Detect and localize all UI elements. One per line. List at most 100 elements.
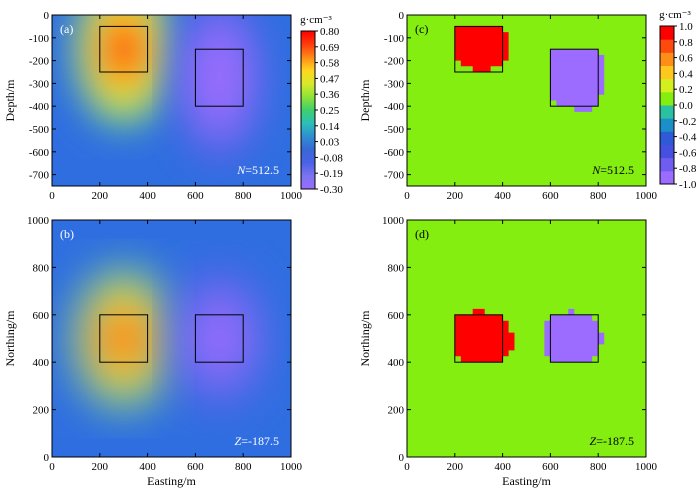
y-tick-label: -700 (29, 170, 50, 182)
colorbar-smooth: 0.80 0.69 0.58 0.47 0.36 0.25 0.14 0.03 -0.08 -0.… (300, 14, 343, 196)
colorbar-segment (660, 144, 674, 159)
x-tick-label: 800 (590, 190, 607, 202)
axes-frame (51, 219, 292, 458)
y-tick-label: 1000 (27, 215, 50, 227)
density-block-positive (454, 26, 509, 72)
colorbar-segment (660, 131, 674, 145)
colorbar-segment (660, 52, 674, 66)
x-axis-label: Easting/m (502, 474, 551, 488)
panel-d: 0 200 400 600 800 1000 0 200 400 600 800 1000 Eastin… (358, 215, 658, 488)
colorbar-discrete: 1.0 0.8 0.6 0.4 0.2 0.0 -0.2 -0.4 -0.6 -0.8 -1.0 g·… (659, 9, 697, 191)
x-tick-label: 0 (49, 190, 55, 202)
colorbar-tick-label: -0.19 (320, 168, 343, 180)
axes-frame (406, 219, 647, 458)
panel-b: 0 200 400 600 800 1000 0 200 400 600 800 1000 Eastin… (3, 215, 303, 488)
colorbar-tick-label: 0.6 (679, 53, 693, 65)
panel-label: (c) (415, 22, 428, 36)
colorbar-gradient (301, 31, 315, 189)
colorbar-tick-label: 0.0 (679, 100, 693, 112)
y-tick-label: -600 (29, 147, 50, 159)
panel-c: 0 200 400 600 800 1000 0 -100 -200 -300 -400 -500 -6… (358, 10, 658, 202)
y-tick-label: -700 (384, 170, 405, 182)
y-tick-label: 200 (388, 405, 405, 417)
anomaly-positive (73, 15, 174, 128)
slice-annotation: Z=-187.5 (235, 434, 279, 448)
colorbar-segment (660, 105, 674, 119)
model-background (407, 220, 646, 457)
y-tick-label: 400 (388, 357, 405, 369)
colorbar-tick-label: -0.8 (679, 163, 697, 175)
model-outline-box (549, 314, 599, 363)
y-tick-label: -100 (384, 33, 405, 45)
colorbar-tick-label: -1.0 (679, 179, 697, 191)
colorbar-tick-label: -0.30 (320, 184, 343, 196)
y-tick-label: 1000 (382, 215, 405, 227)
y-axis-label: Depth/m (358, 79, 372, 122)
y-axis-label: Northing/m (3, 310, 17, 367)
model-outline-box (194, 314, 244, 363)
y-tick-label: 400 (33, 357, 50, 369)
colorbar-segment (660, 39, 674, 53)
x-tick-label: 0 (49, 461, 55, 473)
colorbar-segment (660, 170, 674, 185)
y-tick-label: -200 (384, 56, 405, 68)
colorbar-tick-label: 0.4 (679, 68, 693, 80)
colorbar-tick-label: 0.03 (320, 137, 340, 149)
y-tick-label: 800 (388, 262, 405, 274)
x-tick-label: 400 (494, 461, 511, 473)
colorbar-tick-label: 0.2 (679, 84, 693, 96)
plot-area-c (407, 15, 646, 186)
y-tick-label: 0 (44, 10, 50, 22)
colorbar-segment (660, 26, 674, 40)
x-tick-label: 400 (139, 190, 156, 202)
colorbar-tick-label: 0.69 (320, 42, 340, 54)
x-tick-label: 200 (447, 190, 464, 202)
panel-label: (a) (60, 22, 73, 36)
model-outline-box (99, 314, 149, 363)
y-tick-label: 200 (33, 405, 50, 417)
model-outline-box (454, 25, 504, 73)
y-tick-label: 600 (33, 310, 50, 322)
anomaly-positive (73, 267, 174, 410)
y-tick-label: 800 (33, 262, 50, 274)
y-tick-label: -300 (29, 78, 50, 90)
x-tick-label: 600 (187, 190, 204, 202)
slice-annotation: N=512.5 (591, 163, 634, 177)
y-tick-label: 0 (44, 452, 50, 464)
x-tick-label: 1000 (635, 190, 658, 202)
x-tick-label: 600 (542, 190, 559, 202)
y-tick-label: 0 (399, 452, 405, 464)
panel-a: 0 200 400 600 800 1000 0 -100 -200 -300 -400 -500 -6… (3, 10, 303, 202)
colorbar-tick-label: 1.0 (679, 21, 693, 33)
x-tick-label: 200 (92, 461, 109, 473)
colorbar-segment (660, 78, 674, 93)
plot-area-b (52, 220, 291, 457)
x-tick-label: 800 (590, 461, 607, 473)
panel-label: (b) (60, 227, 74, 241)
y-tick-label: -500 (29, 124, 50, 136)
colorbar-tick-label: -0.2 (679, 116, 696, 128)
colorbar-tick-label: 0.58 (320, 58, 340, 70)
y-tick-label: -200 (29, 56, 50, 68)
y-tick-label: 0 (399, 10, 405, 22)
y-axis-label: Depth/m (3, 79, 17, 122)
colorbar-tick-label: 0.14 (320, 121, 340, 133)
density-block-positive (454, 308, 515, 363)
x-tick-label: 800 (235, 190, 252, 202)
colorbar-tick-label: 0.47 (320, 73, 340, 85)
x-tick-label: 400 (139, 461, 156, 473)
plot-area-d (407, 220, 646, 457)
colorbar-segment (660, 157, 674, 172)
colorbar-tick-label: -0.4 (679, 132, 697, 144)
x-tick-label: 1000 (280, 190, 303, 202)
colorbar-tick-label: -0.6 (679, 147, 697, 159)
x-tick-label: 1000 (280, 461, 303, 473)
colorbar-tick-label: -0.08 (320, 152, 343, 164)
y-tick-label: 600 (388, 310, 405, 322)
model-background (407, 15, 646, 186)
x-tick-label: 0 (404, 461, 410, 473)
colorbar-tick-label: 0.8 (679, 37, 693, 49)
axes-frame (51, 14, 292, 187)
y-tick-label: -500 (384, 124, 405, 136)
